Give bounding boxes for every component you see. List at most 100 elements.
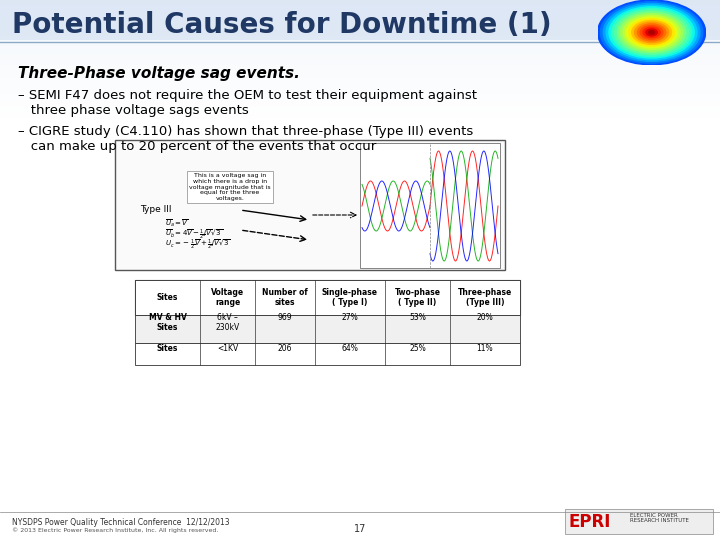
Bar [0, 43, 720, 44]
Bar [135, 315, 520, 343]
Text: Two-phase
( Type II): Two-phase ( Type II) [395, 288, 441, 307]
Bar [0, 7, 720, 9]
Bar [0, 72, 720, 73]
Text: This is a voltage sag in
which there is a drop in
voltage magnitude that is
equa: This is a voltage sag in which there is … [189, 173, 271, 201]
Bar [0, 83, 720, 84]
Bar [0, 103, 720, 104]
Circle shape [598, 0, 706, 65]
Bar [0, 12, 720, 13]
Bar [0, 19, 720, 21]
Bar [0, 4, 720, 5]
Text: MV & HV
Sites: MV & HV Sites [148, 313, 186, 333]
Text: ELECTRIC POWER
RESEARCH INSTITUTE: ELECTRIC POWER RESEARCH INSTITUTE [630, 512, 689, 523]
Bar [360, 143, 500, 268]
Bar [0, 99, 720, 101]
Bar [0, 98, 720, 99]
Bar [0, 13, 720, 15]
Bar [0, 78, 720, 79]
Bar [0, 18, 720, 19]
Circle shape [649, 31, 654, 34]
Bar [0, 23, 720, 24]
Bar [0, 32, 720, 33]
Bar [0, 0, 720, 1]
Bar [0, 108, 720, 109]
Bar [0, 73, 720, 75]
Bar [0, 50, 720, 52]
Circle shape [643, 28, 660, 37]
Bar [0, 42, 720, 43]
Text: 6kV –
230kV: 6kV – 230kV [215, 313, 240, 333]
Text: 17: 17 [354, 524, 366, 534]
Circle shape [624, 15, 680, 50]
Bar [0, 102, 720, 103]
Bar [0, 53, 720, 54]
Bar [0, 95, 720, 96]
Circle shape [637, 24, 666, 41]
Bar [0, 82, 720, 83]
Bar [0, 54, 720, 55]
Text: NYSDPS Power Quality Technical Conference  12/12/2013: NYSDPS Power Quality Technical Conferenc… [12, 518, 230, 527]
Bar [0, 93, 720, 95]
Bar [0, 119, 720, 120]
Text: – CIGRE study (C4.110) has shown that three-phase (Type III) events
   can make : – CIGRE study (C4.110) has shown that th… [18, 125, 473, 153]
Bar [0, 69, 720, 70]
Bar [0, 30, 720, 31]
Bar [0, 66, 720, 67]
Text: 27%: 27% [341, 313, 359, 322]
Text: 206: 206 [278, 344, 292, 353]
Bar [0, 107, 720, 108]
Bar [0, 77, 720, 78]
Text: Single-phase
( Type I): Single-phase ( Type I) [322, 288, 378, 307]
Bar [0, 38, 720, 39]
Bar [0, 21, 720, 22]
Circle shape [646, 29, 657, 36]
Bar [0, 118, 720, 119]
Bar [0, 55, 720, 56]
Text: Number of
sites: Number of sites [262, 288, 308, 307]
Bar [0, 64, 720, 65]
Text: $\overline{U}_a = \overline{V}$: $\overline{U}_a = \overline{V}$ [165, 217, 189, 229]
Text: 25%: 25% [409, 344, 426, 353]
Bar [0, 11, 720, 12]
Bar [0, 1, 720, 2]
Bar [0, 106, 720, 107]
Bar [0, 80, 720, 82]
Bar [565, 509, 713, 534]
Bar [0, 67, 720, 69]
Text: 20%: 20% [477, 313, 493, 322]
Bar [0, 24, 720, 25]
Bar [0, 9, 720, 10]
Bar [0, 87, 720, 89]
Bar [0, 45, 720, 47]
Circle shape [626, 17, 678, 48]
Text: 53%: 53% [409, 313, 426, 322]
Bar [0, 0, 720, 40]
Bar [0, 61, 720, 63]
Text: – SEMI F47 does not require the OEM to test their equipment against
   three pha: – SEMI F47 does not require the OEM to t… [18, 89, 477, 117]
Circle shape [603, 3, 700, 62]
Text: 11%: 11% [477, 344, 493, 353]
Bar [0, 109, 720, 110]
Bar [0, 49, 720, 50]
Circle shape [618, 12, 685, 53]
Bar [0, 113, 720, 114]
Circle shape [609, 7, 694, 58]
Text: Sites: Sites [157, 293, 178, 302]
Bar [0, 47, 720, 48]
Text: Sites: Sites [157, 344, 178, 353]
Bar [0, 117, 720, 118]
Bar [0, 37, 720, 38]
Bar [0, 59, 720, 60]
Bar [0, 76, 720, 77]
Bar [0, 52, 720, 53]
Circle shape [629, 19, 675, 46]
Bar [135, 280, 520, 315]
Bar [0, 25, 720, 26]
Text: Voltage
range: Voltage range [211, 288, 244, 307]
Text: Three-Phase voltage sag events.: Three-Phase voltage sag events. [18, 66, 300, 81]
Circle shape [634, 22, 669, 43]
Bar [0, 112, 720, 113]
Bar [0, 90, 720, 91]
Bar [0, 36, 720, 37]
Bar [0, 44, 720, 45]
